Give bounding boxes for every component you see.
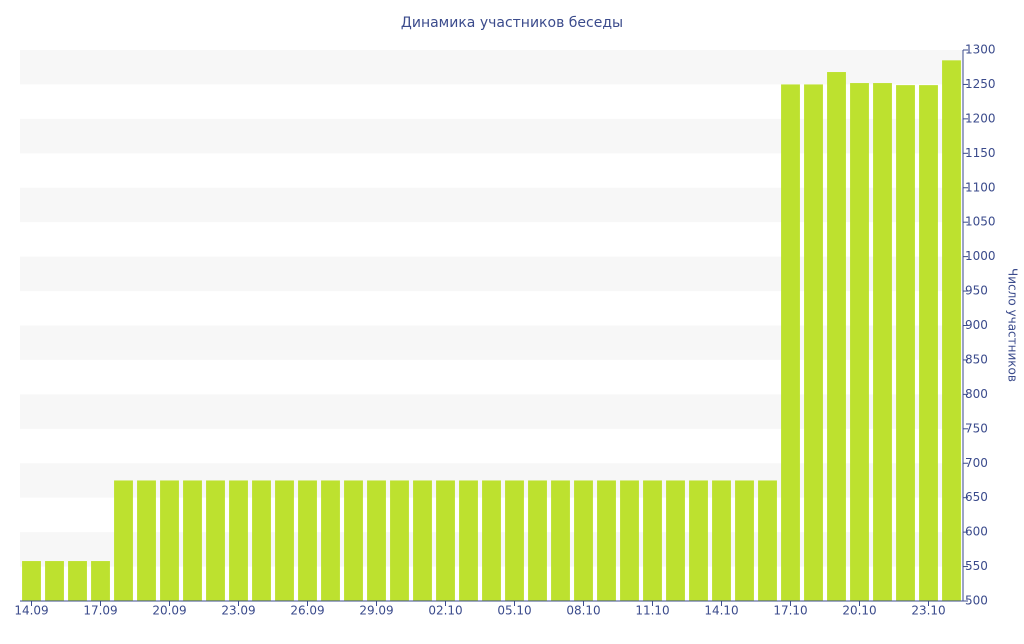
y-tick-label: 1250 — [965, 77, 996, 91]
bar — [528, 480, 547, 601]
bar — [252, 480, 271, 601]
bar — [712, 480, 731, 601]
y-tick-label: 1100 — [965, 180, 996, 194]
bar — [114, 480, 133, 601]
bar — [850, 83, 869, 601]
y-tick-label: 1300 — [965, 43, 996, 57]
bar — [344, 480, 363, 601]
bar — [804, 84, 823, 601]
y-tick-label: 700 — [965, 456, 988, 470]
bar — [229, 480, 248, 601]
bar — [574, 480, 593, 601]
x-tick-label: 20.09 — [152, 604, 186, 618]
y-tick-label: 1000 — [965, 249, 996, 263]
x-tick-label: 23.09 — [221, 604, 255, 618]
bar — [91, 561, 110, 601]
bar — [942, 60, 961, 602]
y-tick-label: 600 — [965, 525, 988, 539]
bar — [160, 480, 179, 601]
x-tick-label: 14.10 — [704, 604, 738, 618]
bar — [436, 480, 455, 601]
y-tick-label: 550 — [965, 559, 988, 573]
bar — [413, 480, 432, 601]
bar — [275, 480, 294, 601]
y-tick-label: 1200 — [965, 111, 996, 125]
bar — [459, 480, 478, 601]
x-tick-label: 26.09 — [290, 604, 324, 618]
x-tick-label: 20.10 — [842, 604, 876, 618]
bar — [781, 84, 800, 601]
x-tick-label: 05.10 — [497, 604, 531, 618]
y-tick-label: 950 — [965, 284, 988, 298]
bar — [22, 561, 41, 601]
y-tick-label: 500 — [965, 594, 988, 608]
x-tick-label: 17.10 — [773, 604, 807, 618]
bar — [298, 480, 317, 601]
chart-title: Динамика участников беседы — [401, 15, 623, 31]
bar — [206, 480, 225, 601]
y-tick-label: 900 — [965, 318, 988, 332]
x-tick-label: 11.10 — [635, 604, 669, 618]
y-tick-label: 1150 — [965, 146, 996, 160]
bar — [689, 480, 708, 601]
bar — [758, 480, 777, 601]
bar — [827, 72, 846, 602]
y-tick-label: 1050 — [965, 215, 996, 229]
bar — [620, 480, 639, 601]
x-tick-label: 23.10 — [911, 604, 945, 618]
y-axis-label: Число участников — [1006, 268, 1020, 382]
bar — [505, 480, 524, 601]
bar — [896, 85, 915, 602]
grid-band — [20, 50, 963, 85]
bar — [45, 561, 64, 601]
bar — [597, 480, 616, 601]
bar — [873, 83, 892, 601]
bar — [919, 85, 938, 602]
bar — [666, 480, 685, 601]
bar — [643, 480, 662, 601]
bar — [482, 480, 501, 601]
bar — [390, 480, 409, 601]
y-tick-label: 800 — [965, 387, 988, 401]
bar — [183, 480, 202, 601]
x-tick-label: 17.09 — [83, 604, 117, 618]
y-tick-label: 750 — [965, 421, 988, 435]
y-tick-label: 650 — [965, 490, 988, 504]
bar — [367, 480, 386, 601]
x-tick-label: 14.09 — [14, 604, 48, 618]
bar — [137, 480, 156, 601]
y-tick-label: 850 — [965, 352, 988, 366]
bar — [68, 561, 87, 601]
x-tick-label: 08.10 — [566, 604, 600, 618]
bar — [551, 480, 570, 601]
x-tick-label: 02.10 — [428, 604, 462, 618]
bar — [735, 480, 754, 601]
x-tick-label: 29.09 — [359, 604, 393, 618]
bar — [321, 480, 340, 601]
